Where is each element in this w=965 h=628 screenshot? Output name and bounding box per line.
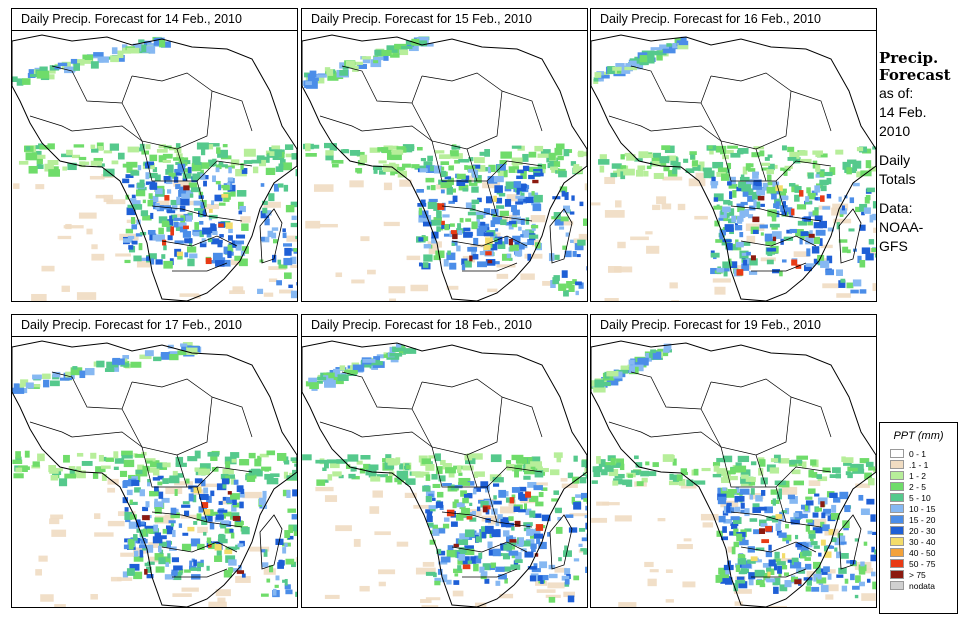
precip-map	[302, 337, 587, 607]
forecast-panel-day4: Daily Precip. Forecast for 17 Feb., 2010	[11, 314, 298, 608]
data-source-line1: NOAA-	[879, 219, 924, 235]
map-svg	[12, 340, 297, 607]
map-svg	[302, 34, 587, 301]
legend-label: 40 - 50	[909, 547, 936, 558]
legend-label: 20 - 30	[909, 525, 936, 536]
legend-item: 50 - 75	[890, 558, 957, 569]
legend-swatch	[890, 581, 904, 590]
legend-item: 20 - 30	[890, 525, 957, 536]
legend-item: 1 - 2	[890, 470, 957, 481]
panel-title: Daily Precip. Forecast for 14 Feb., 2010	[12, 9, 297, 31]
legend-item: 40 - 50	[890, 547, 957, 558]
panel-title: Daily Precip. Forecast for 18 Feb., 2010	[302, 315, 587, 337]
forecast-panel-day2: Daily Precip. Forecast for 15 Feb., 2010	[301, 8, 588, 302]
legend-item: 2 - 5	[890, 481, 957, 492]
panel-title: Daily Precip. Forecast for 16 Feb., 2010	[591, 9, 876, 31]
legend-swatch	[890, 537, 904, 546]
legend-swatch	[890, 449, 904, 458]
precip-map	[12, 31, 297, 301]
legend-item: .1 - 1	[890, 459, 957, 470]
legend-item: 15 - 20	[890, 514, 957, 525]
legend-label: 30 - 40	[909, 536, 936, 547]
asof-label: as of:	[879, 85, 914, 101]
legend-swatch	[890, 570, 904, 579]
sidebar-heading-line2: Forecast	[879, 66, 951, 84]
legend-swatch	[890, 548, 904, 557]
map-svg	[591, 34, 876, 301]
legend-swatch	[890, 482, 904, 491]
asof-date-line2: 2010	[879, 123, 911, 139]
legend-swatch	[890, 526, 904, 535]
legend-item: > 75	[890, 569, 957, 580]
map-svg	[302, 340, 587, 607]
legend-label: 50 - 75	[909, 558, 936, 569]
legend-item: 30 - 40	[890, 536, 957, 547]
legend-swatch	[890, 471, 904, 480]
map-svg	[591, 340, 876, 607]
forecast-panel-day5: Daily Precip. Forecast for 18 Feb., 2010	[301, 314, 588, 608]
data-source-line2: GFS	[879, 238, 908, 254]
forecast-panel-day1: Daily Precip. Forecast for 14 Feb., 2010	[11, 8, 298, 302]
legend-item: 5 - 10	[890, 492, 957, 503]
map-svg	[12, 34, 297, 301]
forecast-panel-day3: Daily Precip. Forecast for 16 Feb., 2010	[590, 8, 877, 302]
legend-item: 0 - 1	[890, 448, 957, 459]
totals-line2: Totals	[879, 171, 916, 187]
legend-swatch	[890, 559, 904, 568]
precip-map	[591, 31, 876, 301]
legend-label: 2 - 5	[909, 481, 927, 492]
legend-item: 10 - 15	[890, 503, 957, 514]
precip-map	[591, 337, 876, 607]
legend-label: .1 - 1	[909, 459, 929, 470]
totals-line1: Daily	[879, 152, 911, 168]
forecast-panel-day6: Daily Precip. Forecast for 19 Feb., 2010	[590, 314, 877, 608]
legend-swatch	[890, 504, 904, 513]
panel-title: Daily Precip. Forecast for 19 Feb., 2010	[591, 315, 876, 337]
legend-title: PPT (mm)	[893, 430, 944, 442]
legend-swatch	[890, 460, 904, 469]
legend-label: 1 - 2	[909, 470, 927, 481]
legend-label: 0 - 1	[909, 448, 927, 459]
legend-label: 5 - 10	[909, 492, 931, 503]
sidebar-heading-line1: Precip.	[879, 49, 939, 67]
asof-date-line1: 14 Feb.	[879, 104, 927, 120]
data-label: Data:	[879, 200, 913, 216]
panel-title: Daily Precip. Forecast for 15 Feb., 2010	[302, 9, 587, 31]
panel-title: Daily Precip. Forecast for 17 Feb., 2010	[12, 315, 297, 337]
precip-map	[302, 31, 587, 301]
precip-map	[12, 337, 297, 607]
legend-item: nodata	[890, 580, 957, 591]
legend-label: > 75	[909, 569, 926, 580]
legend-label: nodata	[909, 580, 935, 591]
legend-swatch	[890, 493, 904, 502]
sidebar-info: Precip. Forecast as of: 14 Feb. 2010 Dai…	[879, 50, 965, 256]
legend-swatch	[890, 515, 904, 524]
legend-label: 15 - 20	[909, 514, 936, 525]
legend-label: 10 - 15	[909, 503, 936, 514]
